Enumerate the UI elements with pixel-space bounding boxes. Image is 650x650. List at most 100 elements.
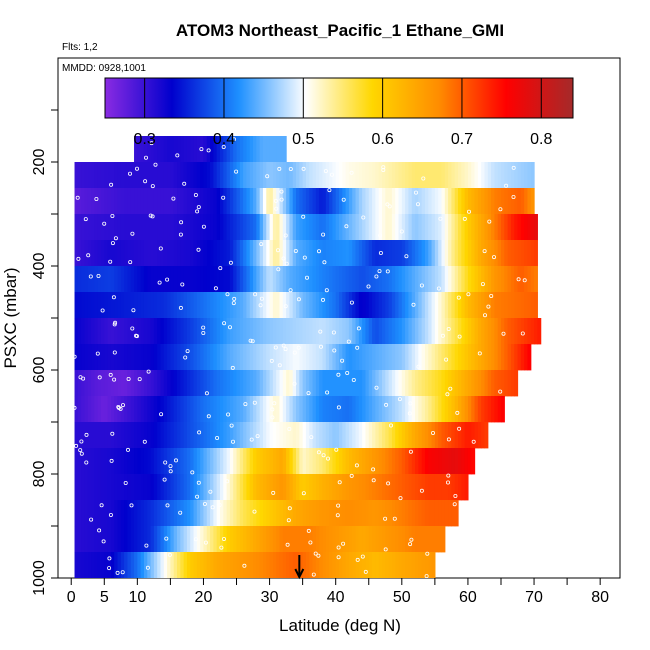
heatmap-cell	[104, 422, 109, 449]
heatmap-cell	[471, 240, 476, 267]
heatmap-cell	[401, 526, 406, 553]
heatmap-cell	[91, 370, 95, 397]
heatmap-cell	[335, 474, 340, 501]
heatmap-cell	[170, 448, 175, 475]
sample-marker	[341, 541, 346, 546]
heatmap-cell	[259, 240, 264, 267]
heatmap-cell	[438, 344, 443, 371]
sample-marker	[378, 250, 383, 255]
heatmap-cell	[431, 318, 436, 345]
heatmap-cell	[471, 292, 476, 319]
heatmap-cell	[249, 318, 254, 345]
heatmap-cell	[213, 526, 218, 553]
heatmap-cell	[117, 526, 122, 553]
heatmap-cell	[444, 266, 449, 293]
heatmap-cell	[127, 240, 132, 267]
heatmap-cell	[345, 500, 350, 527]
heatmap-cell	[362, 396, 367, 423]
heatmap-cell	[358, 526, 363, 553]
heatmap-cell	[527, 214, 532, 241]
heatmap-cell	[94, 266, 99, 293]
sample-marker	[113, 236, 118, 241]
heatmap-cell	[348, 188, 353, 215]
sample-marker	[480, 282, 485, 287]
heatmap-cell	[325, 266, 330, 293]
heatmap-cell	[223, 292, 228, 319]
heatmap-cell	[157, 240, 162, 267]
heatmap-cell	[97, 552, 102, 578]
heatmap-cell	[210, 240, 214, 267]
heatmap-cell	[286, 448, 291, 475]
heatmap-cell	[127, 552, 132, 578]
heatmap-cell	[368, 266, 373, 293]
heatmap-cell	[520, 292, 525, 319]
heatmap-cell	[127, 344, 132, 371]
heatmap-cell	[127, 526, 132, 553]
heatmap-cell	[91, 474, 95, 501]
sample-marker	[115, 570, 120, 575]
sample-marker	[304, 275, 309, 280]
heatmap-cell	[527, 292, 532, 319]
heatmap-cell	[239, 526, 244, 553]
heatmap-cell	[375, 240, 380, 267]
heatmap-cell	[424, 500, 429, 527]
heatmap-cell	[325, 448, 330, 475]
heatmap-cell	[150, 266, 155, 293]
heatmap-cell	[342, 500, 347, 527]
heatmap-cell	[87, 344, 92, 371]
heatmap-cell	[296, 188, 300, 215]
heatmap-cell	[292, 422, 297, 449]
heatmap-cell	[213, 136, 218, 163]
heatmap-cell	[91, 240, 95, 267]
heatmap-cell	[229, 136, 234, 163]
x-axis: 0 5 10 20 30 40 50 60 70 80	[67, 578, 609, 606]
heatmap-cell	[464, 370, 469, 397]
heatmap-cell	[477, 344, 482, 371]
heatmap-cell	[213, 552, 218, 578]
heatmap-cell	[130, 552, 135, 578]
heatmap-cell	[246, 448, 251, 475]
heatmap-cell	[104, 344, 109, 371]
heatmap-cell	[510, 344, 515, 371]
heatmap-cell	[434, 448, 439, 475]
heatmap-cell	[481, 266, 486, 293]
heatmap-cell	[157, 136, 162, 163]
heatmap-cell	[279, 344, 284, 371]
heatmap-cell	[335, 240, 340, 267]
heatmap-cell	[147, 344, 152, 371]
heatmap-cell	[408, 214, 413, 241]
sample-marker	[419, 488, 424, 493]
heatmap-cell	[276, 370, 281, 397]
sample-marker	[243, 402, 248, 407]
heatmap-cell	[110, 552, 115, 578]
heatmap-cell	[143, 214, 148, 241]
sample-marker	[144, 543, 149, 548]
heatmap-cell	[507, 188, 512, 215]
sample-marker	[228, 260, 233, 265]
heatmap-cell	[97, 448, 102, 475]
sample-marker	[520, 331, 525, 336]
heatmap-cell	[246, 214, 251, 241]
heatmap-cell	[296, 448, 300, 475]
heatmap-cell	[415, 448, 419, 475]
heatmap-cell	[269, 240, 274, 267]
heatmap-cell	[276, 344, 281, 371]
heatmap-cell	[299, 552, 304, 578]
heatmap-cell	[421, 552, 426, 578]
heatmap-cell	[481, 396, 486, 423]
heatmap-cell	[368, 344, 373, 371]
heatmap-cell	[355, 448, 360, 475]
heatmap-cell	[150, 240, 155, 267]
heatmap-cell	[315, 188, 320, 215]
heatmap-cell	[282, 188, 287, 215]
heatmap-cell	[282, 136, 287, 163]
heatmap-cell	[388, 162, 393, 189]
heatmap-cell	[226, 526, 231, 553]
colorbar-tick-label: 0.6	[372, 131, 394, 148]
heatmap-cell	[398, 214, 403, 241]
heatmap-cell	[104, 162, 109, 189]
heatmap-cell	[378, 318, 383, 345]
heatmap-cell	[213, 474, 218, 501]
heatmap-cell	[120, 344, 125, 371]
heatmap-cell	[107, 240, 112, 267]
